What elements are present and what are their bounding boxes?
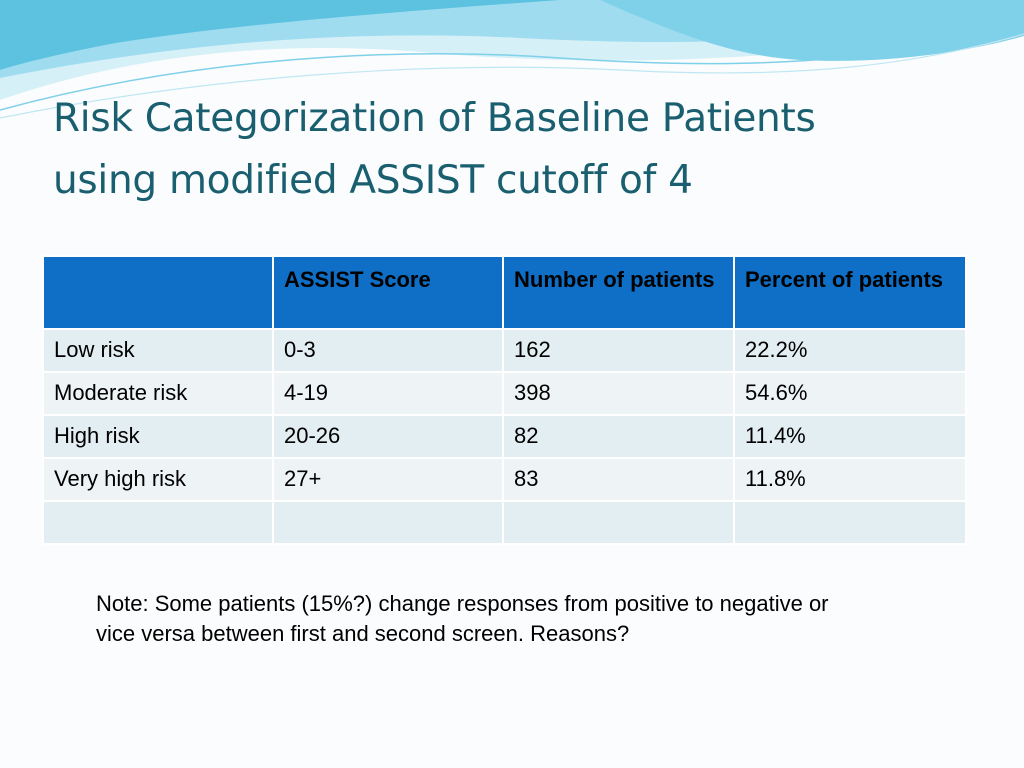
table-cell: 398 [502, 371, 735, 416]
table-cell: High risk [42, 414, 274, 459]
risk-category-table: ASSIST Score Number of patients Percent … [42, 255, 967, 545]
title-line-1: Risk Categorization of Baseline Patients [53, 96, 816, 141]
table-cell [42, 500, 274, 545]
table-cell: 27+ [272, 457, 504, 502]
table-cell: Very high risk [42, 457, 274, 502]
wave-line-1 [0, 21, 1024, 111]
table-cell: 82 [502, 414, 735, 459]
wave-line-2 [0, 33, 1024, 119]
footnote-line-1: Note: Some patients (15%?) change respon… [96, 591, 829, 616]
table-cell [272, 500, 504, 545]
table-cell: 54.6% [733, 371, 967, 416]
table-row-empty [42, 500, 967, 545]
table-cell: 11.4% [733, 414, 967, 459]
footnote-line-2: vice versa between first and second scre… [96, 621, 630, 646]
table-cell [733, 500, 967, 545]
header-cell-number-of-patients: Number of patients [502, 255, 735, 330]
table-row: Very high risk 27+ 83 11.8% [42, 457, 967, 502]
table-cell: 20-26 [272, 414, 504, 459]
table-cell: 22.2% [733, 328, 967, 373]
table-cell: 83 [502, 457, 735, 502]
table-cell: Low risk [42, 328, 274, 373]
table-row: High risk 20-26 82 11.4% [42, 414, 967, 459]
footnote: Note: Some patients (15%?) change respon… [96, 589, 976, 649]
table-cell: 162 [502, 328, 735, 373]
header-cell-category [42, 255, 274, 330]
table-cell [502, 500, 735, 545]
wave-band-right [600, 0, 1024, 61]
slide-title: Risk Categorization of Baseline Patients… [53, 88, 993, 212]
table-cell: 11.8% [733, 457, 967, 502]
wave-band-dark [0, 0, 560, 70]
table-cell: 4-19 [272, 371, 504, 416]
title-line-2: using modified ASSIST cutoff of 4 [53, 158, 693, 203]
table-row: Low risk 0-3 162 22.2% [42, 328, 967, 373]
decorative-wave-banner [0, 0, 1024, 119]
header-cell-percent-of-patients: Percent of patients [733, 255, 967, 330]
header-cell-assist-score: ASSIST Score [272, 255, 504, 330]
table-cell: Moderate risk [42, 371, 274, 416]
table-cell: 0-3 [272, 328, 504, 373]
table-header-row: ASSIST Score Number of patients Percent … [42, 255, 967, 330]
table-row: Moderate risk 4-19 398 54.6% [42, 371, 967, 416]
